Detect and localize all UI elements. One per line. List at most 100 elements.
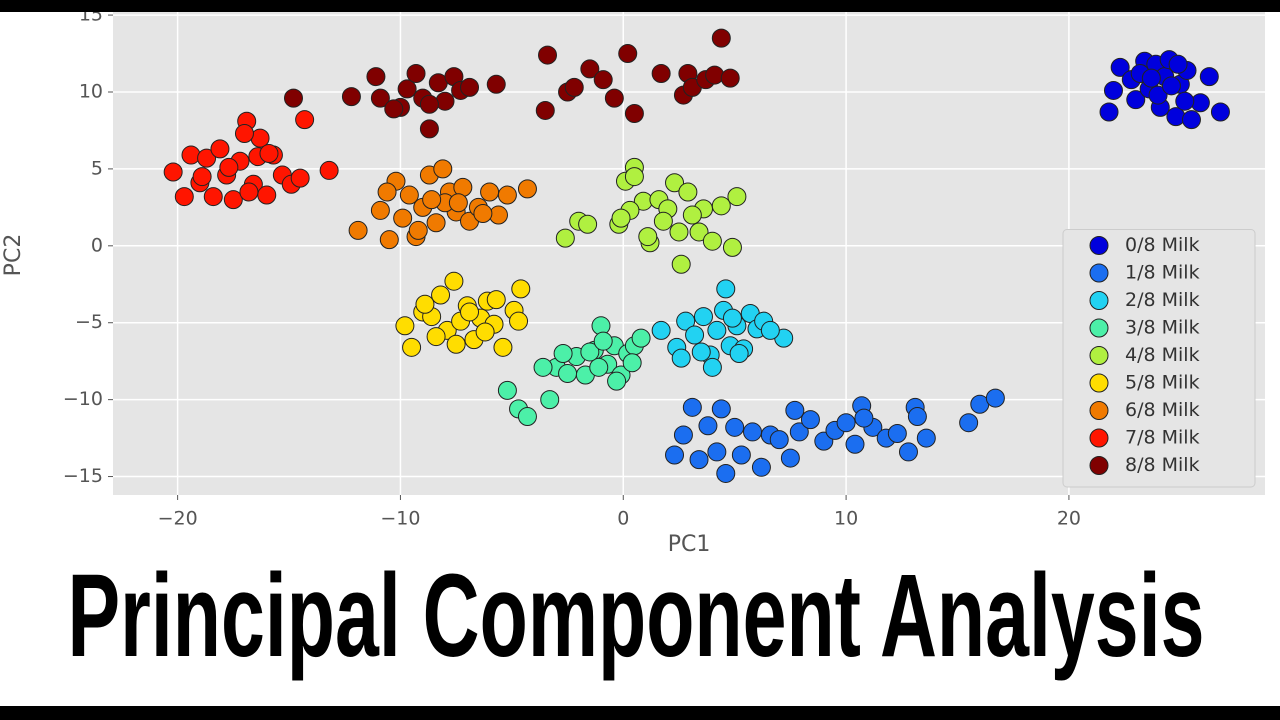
point [163,162,183,182]
point [533,357,553,377]
point [678,182,698,202]
legend-label: 2/8 Milk [1125,289,1200,311]
point [665,173,685,193]
point [716,463,736,483]
point [497,185,517,205]
point [580,342,600,362]
point [538,45,558,65]
point [540,390,560,410]
point [219,157,239,177]
point [682,205,702,225]
point [460,77,480,97]
legend-label: 3/8 Milk [1125,317,1200,339]
point [446,334,466,354]
point [460,302,480,322]
point [181,145,201,165]
point [593,331,613,351]
bottom-bar [0,706,1280,720]
point [259,144,279,164]
point [257,185,277,205]
point [1210,102,1230,122]
point [624,167,644,187]
point [1141,68,1161,88]
point [435,91,455,111]
point [290,168,310,188]
x-tick-label: 0 [617,508,629,530]
point [665,445,685,465]
point [689,222,709,242]
top-bar [0,0,1280,12]
point [553,343,573,363]
legend-label: 7/8 Milk [1125,427,1200,449]
legend-marker [1089,263,1109,283]
legend-label: 5/8 Milk [1125,372,1200,394]
point [475,322,495,342]
point [729,343,749,363]
point [295,110,315,130]
point [370,200,390,220]
point [651,64,671,84]
point [604,88,624,108]
point [511,279,531,299]
point [845,434,865,454]
point [676,311,696,331]
point [727,187,747,207]
point [673,425,693,445]
point [564,77,584,97]
point [1168,54,1188,74]
point [1181,110,1201,130]
point [722,237,742,257]
point [722,308,742,328]
legend-label: 8/8 Milk [1125,454,1200,476]
point [985,388,1005,408]
point [780,448,800,468]
legend-marker [1089,373,1109,393]
point [234,124,254,144]
point [283,88,303,108]
legend-label: 4/8 Milk [1125,344,1200,366]
point [854,408,874,428]
point [1199,67,1219,87]
point [693,307,713,327]
point [402,337,422,357]
point [1126,90,1146,110]
point [907,407,927,427]
point [419,94,439,114]
legend-marker [1089,291,1109,310]
point [698,416,718,436]
point [197,148,217,168]
point [836,413,856,433]
point [1175,91,1195,111]
point [607,371,627,391]
point [433,159,453,179]
point [408,220,428,240]
point [473,204,493,224]
point [702,357,722,377]
point [898,442,918,462]
point [415,294,435,314]
point [671,348,691,368]
point [509,311,529,331]
point [760,320,780,340]
point [448,193,468,213]
legend-label: 0/8 Milk [1125,234,1200,256]
legend-marker [1089,318,1109,338]
y-tick-label: 10 [79,80,103,102]
point [486,290,506,310]
point [725,417,745,437]
point [517,179,537,199]
point [743,422,763,442]
y-tick-label: −5 [75,311,103,333]
point [578,214,598,234]
point [705,65,725,85]
point [431,285,451,305]
point [210,139,230,159]
point [682,397,702,417]
legend-marker [1089,456,1109,475]
point [800,410,820,430]
point [711,196,731,216]
point [785,400,805,420]
point [669,222,689,242]
